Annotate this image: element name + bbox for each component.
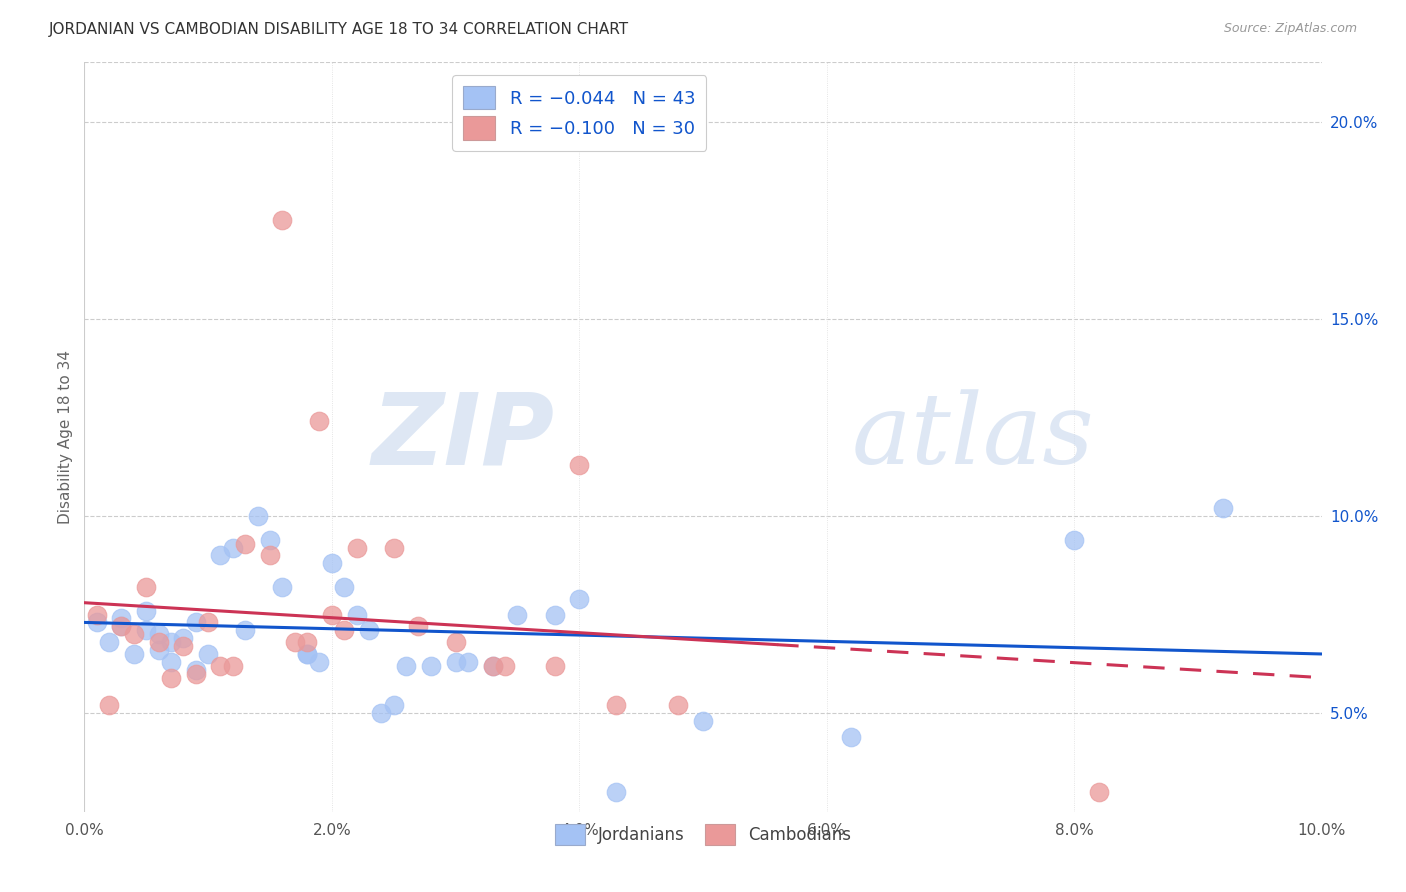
Point [110,611,132,625]
Point [605,698,627,713]
Point [841,730,863,744]
Point [110,619,132,633]
Point [666,698,689,713]
Point [197,647,219,661]
Point [86,607,108,622]
Point [395,658,418,673]
Point [295,647,318,661]
Point [160,671,183,685]
Point [444,655,467,669]
Point [184,615,207,630]
Point [321,607,343,622]
Point [160,635,183,649]
Point [184,663,207,677]
Point [222,658,245,673]
Point [481,658,503,673]
Point [98,698,121,713]
Point [357,624,380,638]
Text: ZIP: ZIP [371,389,554,485]
Point [382,541,405,555]
Point [1088,785,1111,799]
Point [308,414,330,428]
Point [209,549,232,563]
Point [110,619,132,633]
Point [209,658,232,673]
Point [1212,501,1234,516]
Text: atlas: atlas [852,390,1094,484]
Point [246,508,269,523]
Point [222,541,245,555]
Point [444,635,467,649]
Point [333,580,356,594]
Point [1063,533,1085,547]
Point [172,639,194,653]
Point [543,658,565,673]
Text: JORDANIAN VS CAMBODIAN DISABILITY AGE 18 TO 34 CORRELATION CHART: JORDANIAN VS CAMBODIAN DISABILITY AGE 18… [49,22,630,37]
Point [605,785,627,799]
Point [692,714,714,728]
Point [98,635,121,649]
Point [172,631,194,645]
Point [284,635,307,649]
Point [321,556,343,570]
Point [295,647,318,661]
Point [568,591,591,606]
Point [408,619,430,633]
Point [122,627,145,641]
Point [135,624,157,638]
Point [568,458,591,472]
Point [233,536,256,550]
Point [481,658,503,673]
Point [148,643,170,657]
Point [135,580,157,594]
Point [271,580,294,594]
Point [346,607,368,622]
Point [259,533,281,547]
Y-axis label: Disability Age 18 to 34: Disability Age 18 to 34 [58,350,73,524]
Point [197,615,219,630]
Point [271,213,294,227]
Point [370,706,392,720]
Point [382,698,405,713]
Point [148,635,170,649]
Point [86,615,108,630]
Point [333,624,356,638]
Point [135,604,157,618]
Point [160,655,183,669]
Point [295,635,318,649]
Point [184,666,207,681]
Point [419,658,441,673]
Point [233,624,256,638]
Point [494,658,516,673]
Point [506,607,529,622]
Point [148,627,170,641]
Point [346,541,368,555]
Legend: Jordanians, Cambodians: Jordanians, Cambodians [548,817,858,852]
Point [259,549,281,563]
Point [308,655,330,669]
Point [122,647,145,661]
Text: Source: ZipAtlas.com: Source: ZipAtlas.com [1223,22,1357,36]
Point [457,655,479,669]
Point [543,607,565,622]
